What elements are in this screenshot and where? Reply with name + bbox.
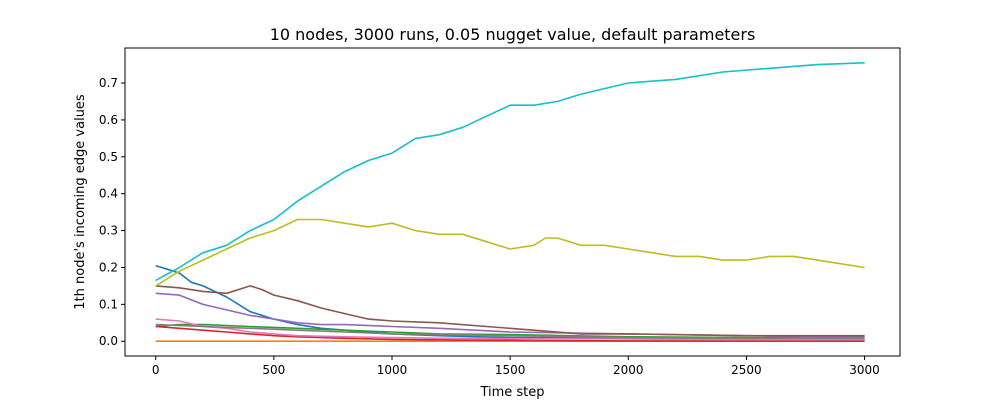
y-tick-label: 0.2 <box>99 260 118 274</box>
y-tick-label: 0.7 <box>99 76 118 90</box>
y-tick-label: 0.3 <box>99 224 118 238</box>
series-line-9 <box>155 218 865 287</box>
series-line-8 <box>155 323 865 340</box>
x-tick-label: 1000 <box>377 363 408 377</box>
x-axis: 0 500 1000 1500 2000 2500 3000 <box>152 356 880 377</box>
series-line-10 <box>155 62 865 282</box>
y-tick-label: 0.0 <box>99 334 118 348</box>
y-tick-label: 0.6 <box>99 113 118 127</box>
x-tick-label: 1500 <box>495 363 526 377</box>
y-axis-label: 1th node's incoming edge values <box>73 94 88 310</box>
x-tick-label: 2000 <box>613 363 644 377</box>
series-line-4 <box>155 325 865 343</box>
y-tick-label: 0.4 <box>99 187 118 201</box>
plot-area <box>155 62 865 343</box>
y-tick-label: 0.1 <box>99 297 118 311</box>
chart-title: 10 nodes, 3000 runs, 0.05 nugget value, … <box>270 25 756 44</box>
y-tick-label: 0.5 <box>99 150 118 164</box>
series-line-1 <box>155 264 865 341</box>
x-tick-label: 3000 <box>849 363 880 377</box>
series-line-6 <box>155 285 865 337</box>
x-tick-label: 500 <box>262 363 285 377</box>
x-tick-label: 0 <box>152 363 160 377</box>
y-axis: 0.0 0.1 0.2 0.3 0.4 0.5 0.6 0.7 <box>99 76 125 348</box>
plot-frame <box>124 47 901 357</box>
x-tick-label: 2500 <box>731 363 762 377</box>
x-axis-label: Time step <box>479 385 544 400</box>
